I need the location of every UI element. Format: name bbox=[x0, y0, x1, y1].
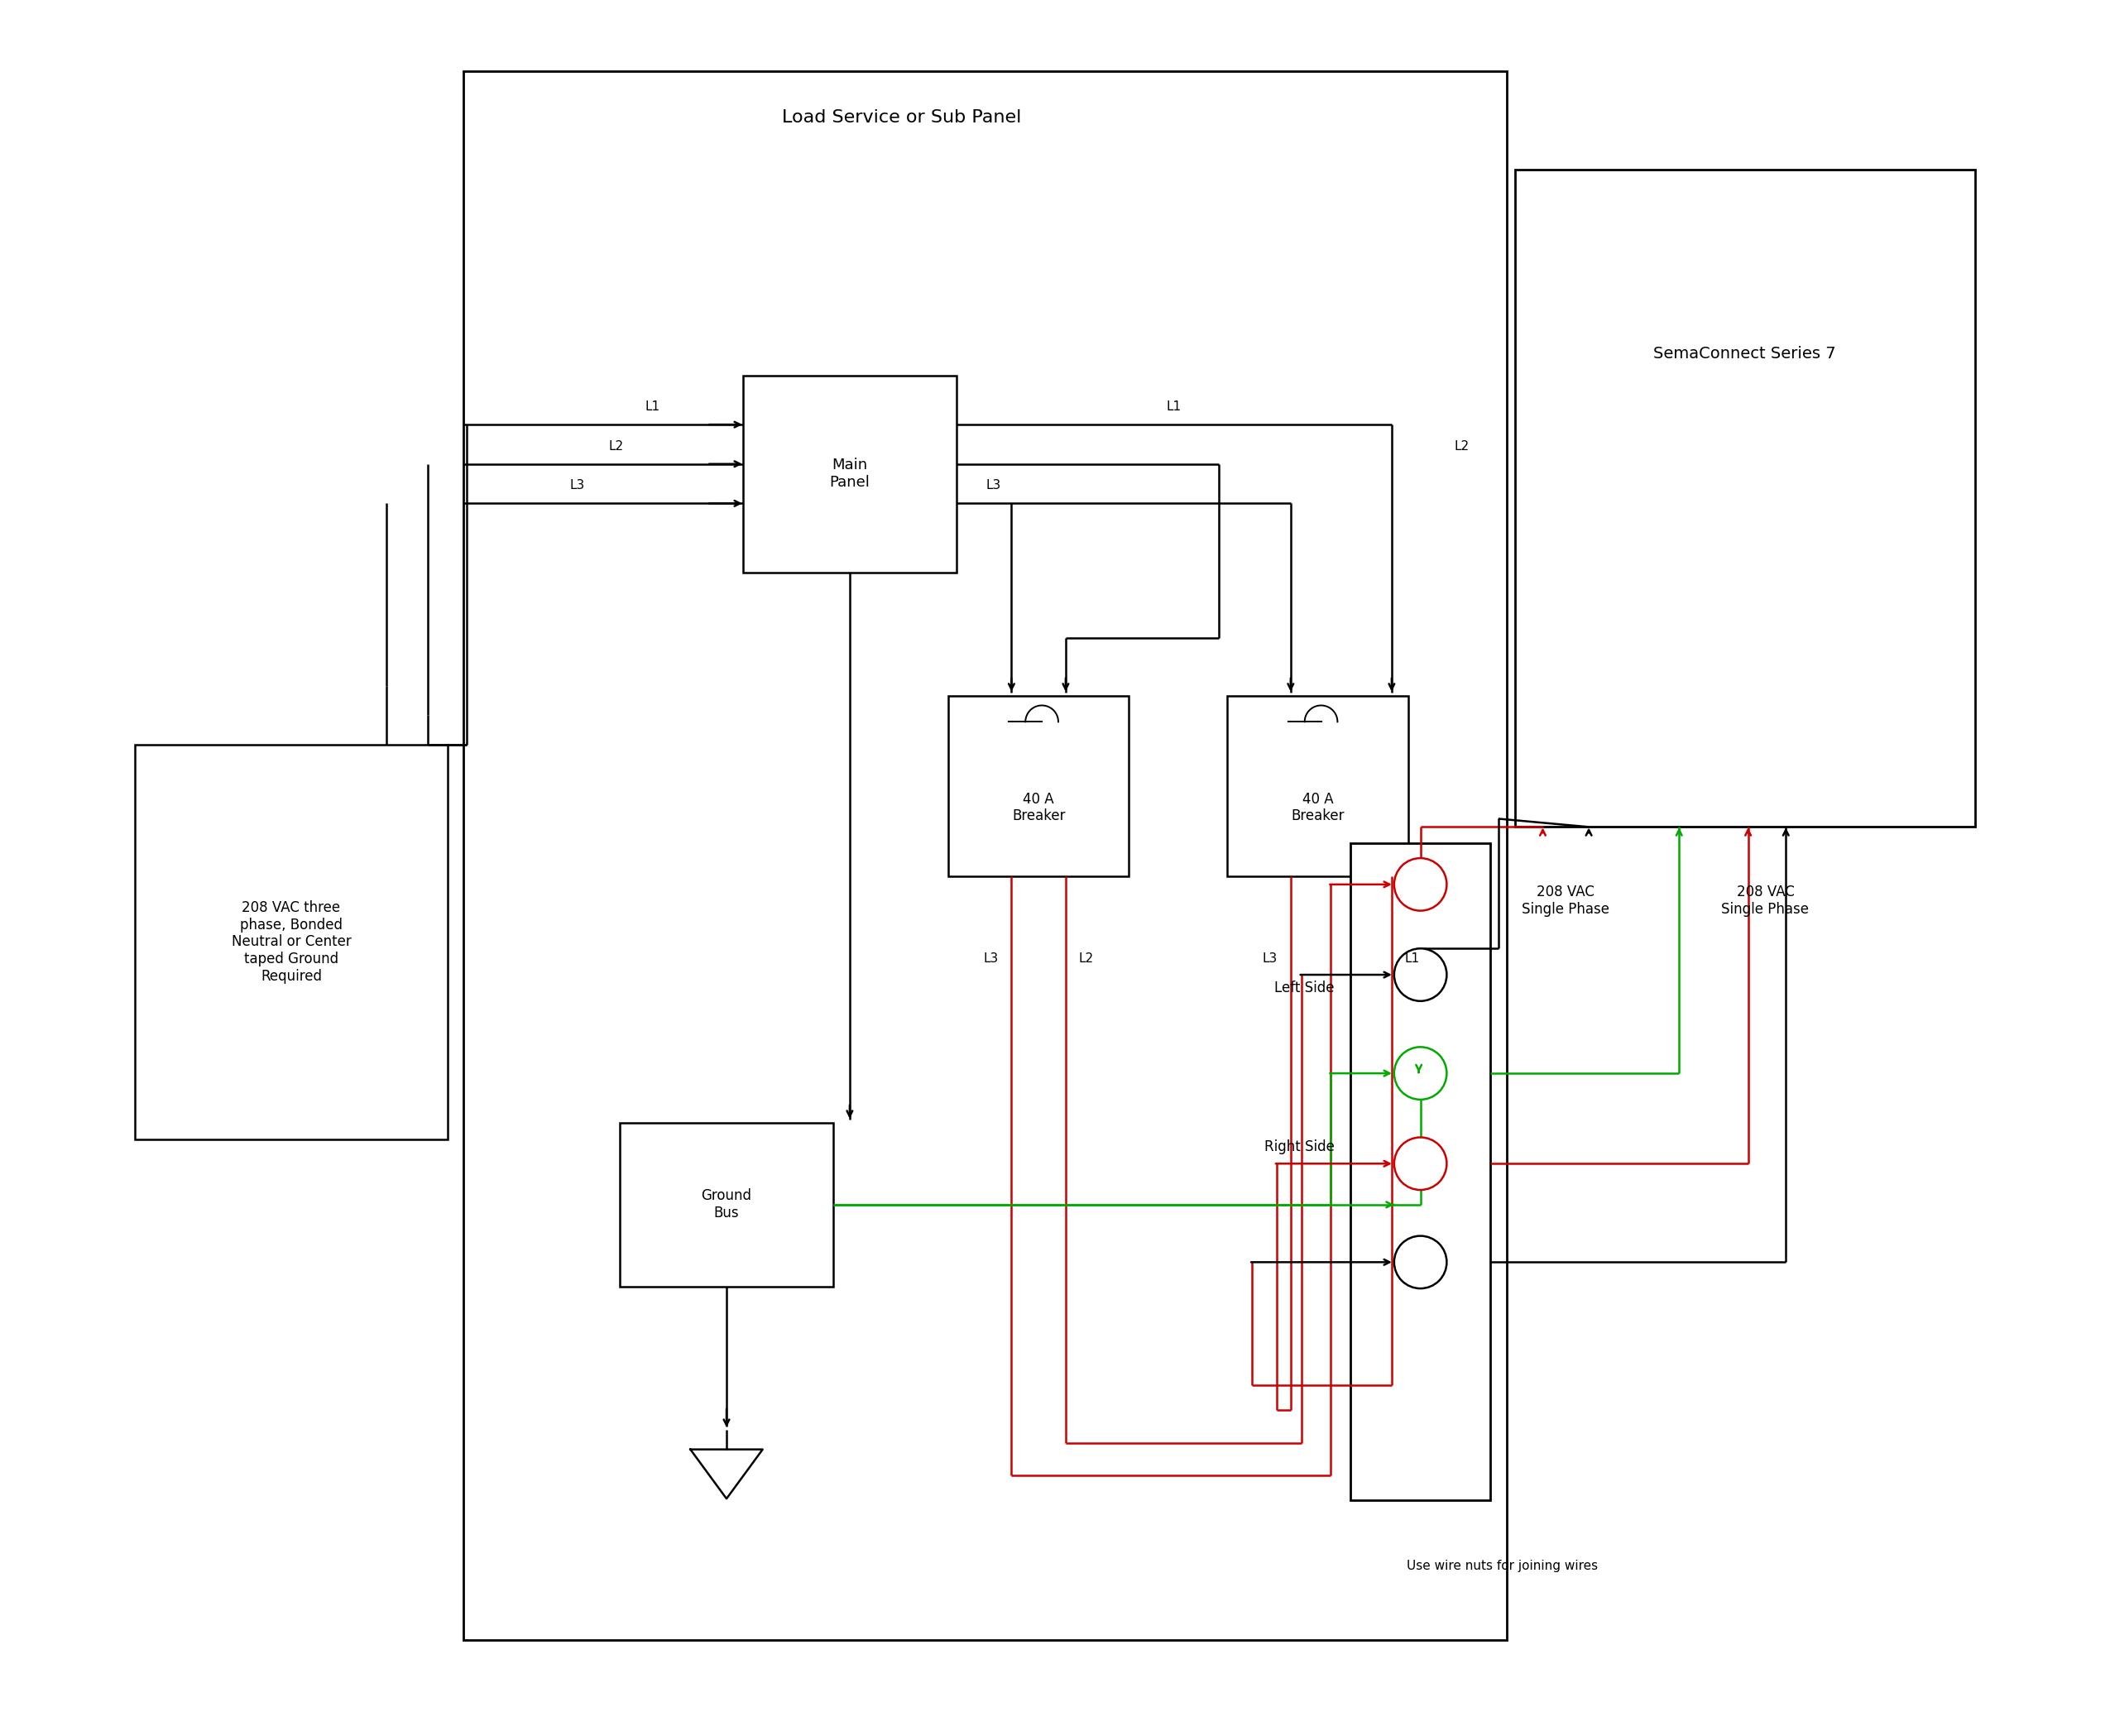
Text: L2: L2 bbox=[610, 439, 625, 453]
Circle shape bbox=[1395, 1236, 1447, 1288]
Text: Use wire nuts for joining wires: Use wire nuts for joining wires bbox=[1407, 1561, 1597, 1573]
Bar bbox=[464, 71, 1507, 1641]
Text: 208 VAC
Single Phase: 208 VAC Single Phase bbox=[1722, 885, 1808, 917]
Text: Right Side: Right Side bbox=[1264, 1141, 1334, 1154]
Text: 208 VAC three
phase, Bonded
Neutral or Center
taped Ground
Required: 208 VAC three phase, Bonded Neutral or C… bbox=[232, 899, 350, 984]
Bar bbox=[135, 745, 447, 1139]
Bar bbox=[1350, 844, 1490, 1500]
Text: Ground
Bus: Ground Bus bbox=[701, 1189, 751, 1220]
Text: Main
Panel: Main Panel bbox=[829, 458, 869, 490]
Bar bbox=[1228, 696, 1407, 877]
Bar bbox=[1515, 170, 1975, 826]
Text: 40 A
Breaker: 40 A Breaker bbox=[1291, 792, 1344, 823]
Text: 208 VAC
Single Phase: 208 VAC Single Phase bbox=[1521, 885, 1610, 917]
Text: L3: L3 bbox=[1262, 951, 1277, 965]
Bar bbox=[947, 696, 1129, 877]
Text: L3: L3 bbox=[570, 479, 584, 491]
Text: Load Service or Sub Panel: Load Service or Sub Panel bbox=[783, 109, 1021, 125]
Circle shape bbox=[1395, 1047, 1447, 1099]
Text: L1: L1 bbox=[1167, 401, 1182, 413]
Circle shape bbox=[1395, 948, 1447, 1002]
Bar bbox=[743, 375, 956, 573]
Text: L1: L1 bbox=[1405, 951, 1420, 965]
Text: Left Side: Left Side bbox=[1274, 981, 1334, 995]
Text: 40 A
Breaker: 40 A Breaker bbox=[1013, 792, 1066, 823]
Circle shape bbox=[1395, 858, 1447, 911]
Bar bbox=[620, 1123, 833, 1286]
Text: L2: L2 bbox=[1454, 439, 1469, 453]
Text: L3: L3 bbox=[983, 951, 998, 965]
Text: SemaConnect Series 7: SemaConnect Series 7 bbox=[1654, 345, 1836, 361]
Text: L2: L2 bbox=[1078, 951, 1093, 965]
Circle shape bbox=[1395, 1137, 1447, 1189]
Text: L1: L1 bbox=[646, 401, 660, 413]
Text: L3: L3 bbox=[985, 479, 1000, 491]
